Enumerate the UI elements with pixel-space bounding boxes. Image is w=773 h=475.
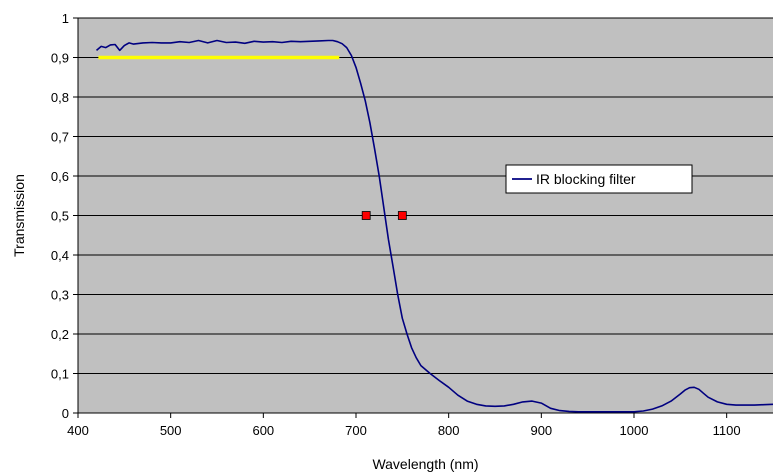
x-tick-label-3: 700 [345,423,367,438]
y-tick-label-1: 0,1 [51,367,69,382]
y-tick-label-10: 1 [62,11,69,26]
x-tick-labels: 400 500 600 700 800 900 1000 1100 [67,423,741,438]
y-tick-label-2: 0,2 [51,327,69,342]
y-tick-label-9: 0,9 [51,51,69,66]
axes [73,17,773,418]
y-axis-label: Transmission [11,174,27,257]
x-tick-label-1: 500 [160,423,182,438]
y-tick-label-5: 0,5 [51,209,69,224]
data-marker-0 [361,211,371,220]
legend-box [505,164,693,194]
series-layer [95,39,773,413]
y-tick-label-4: 0,4 [51,248,69,263]
y-tick-labels: 0 0,1 0,2 0,3 0,4 0,5 0,6 0,7 0,8 0,9 1 [51,11,69,421]
x-tick-label-0: 400 [67,423,89,438]
x-axis-label: Wavelength (nm) [372,456,478,472]
series-line-ir-blocking-filter [95,39,773,413]
x-tick-label-5: 900 [530,423,552,438]
y-tick-label-8: 0,8 [51,90,69,105]
legend: IR blocking filter [505,164,693,194]
marker-layer [361,211,407,220]
data-marker-1 [397,211,407,220]
x-tick-label-4: 800 [438,423,460,438]
y-tick-label-6: 0,6 [51,169,69,184]
x-tick-label-2: 600 [252,423,274,438]
y-tick-label-3: 0,3 [51,288,69,303]
x-tick-label-7: 1100 [713,423,741,438]
y-tick-label-0: 0 [62,406,69,421]
x-tick-label-6: 1000 [620,423,649,438]
legend-entry-ir-blocking-filter: IR blocking filter [536,171,636,187]
y-tick-label-7: 0,7 [51,130,69,145]
